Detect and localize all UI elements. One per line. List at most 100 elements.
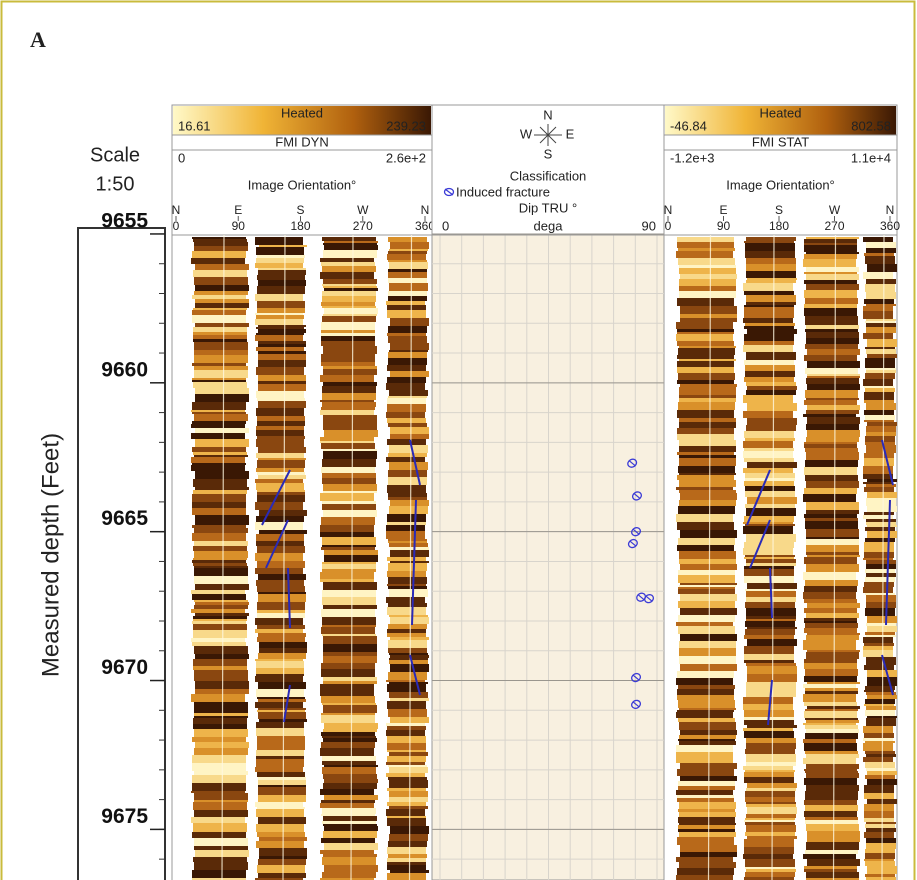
image-strip bbox=[193, 546, 247, 551]
image-strip bbox=[744, 646, 794, 651]
image-strip bbox=[863, 738, 893, 741]
image-strip bbox=[746, 302, 796, 305]
image-strip bbox=[744, 654, 794, 660]
image-strip bbox=[388, 269, 427, 272]
image-strip bbox=[388, 841, 427, 847]
image-strip bbox=[865, 538, 895, 542]
image-strip bbox=[866, 623, 896, 626]
image-strip bbox=[322, 625, 376, 627]
image-strip bbox=[322, 284, 376, 286]
image-strip bbox=[804, 743, 857, 751]
image-strip bbox=[745, 621, 795, 627]
image-strip bbox=[743, 854, 793, 859]
orientation-tick-label: 270 bbox=[353, 219, 373, 233]
image-strip bbox=[866, 519, 896, 522]
range-min: -1.2e+3 bbox=[670, 150, 714, 165]
image-strip bbox=[805, 725, 858, 729]
image-strip bbox=[195, 654, 249, 659]
image-strip bbox=[192, 463, 246, 465]
image-strip bbox=[388, 586, 427, 589]
image-strip bbox=[745, 243, 795, 251]
image-strip bbox=[322, 756, 376, 761]
image-strip bbox=[257, 460, 305, 468]
image-strip bbox=[320, 579, 374, 582]
depth-tick-label: 9655 bbox=[101, 210, 148, 233]
image-strip bbox=[193, 802, 247, 810]
image-strip bbox=[805, 460, 858, 467]
image-strip bbox=[192, 378, 246, 380]
image-strip bbox=[804, 621, 857, 623]
scale-label: Scale bbox=[90, 144, 140, 166]
image-strip bbox=[678, 506, 735, 514]
image-strip bbox=[321, 362, 375, 366]
image-strip bbox=[194, 675, 248, 681]
image-strip bbox=[387, 873, 426, 880]
colorbar-title: Heated bbox=[760, 105, 802, 120]
image-strip bbox=[863, 482, 893, 484]
image-strip bbox=[744, 377, 794, 382]
image-strip bbox=[679, 346, 736, 348]
image-strip bbox=[323, 491, 377, 493]
image-strip bbox=[192, 421, 246, 424]
image-strip bbox=[745, 323, 795, 326]
image-strip bbox=[679, 480, 736, 487]
image-strip bbox=[388, 854, 427, 858]
image-strip bbox=[866, 573, 896, 577]
image-strip bbox=[865, 853, 895, 859]
image-strip bbox=[256, 756, 304, 759]
image-strip bbox=[806, 284, 859, 290]
image-strip bbox=[258, 653, 306, 659]
image-strip bbox=[320, 803, 374, 808]
image-strip bbox=[257, 495, 305, 502]
image-strip bbox=[678, 538, 735, 545]
image-strip bbox=[743, 451, 793, 458]
image-strip bbox=[386, 525, 425, 531]
image-strip bbox=[744, 481, 794, 486]
colorbar-min: -46.84 bbox=[670, 118, 707, 133]
image-strip bbox=[745, 251, 795, 258]
image-strip bbox=[866, 822, 896, 824]
image-strip bbox=[387, 305, 426, 310]
image-strip bbox=[744, 542, 794, 548]
image-strip bbox=[388, 237, 427, 242]
image-strip bbox=[323, 774, 377, 779]
image-strip bbox=[863, 646, 893, 650]
image-strip bbox=[678, 685, 735, 689]
image-strip bbox=[387, 522, 426, 525]
image-strip bbox=[679, 473, 736, 475]
image-strip bbox=[804, 272, 857, 274]
image-strip bbox=[866, 279, 896, 284]
image-strip bbox=[320, 789, 374, 795]
image-strip bbox=[804, 239, 857, 243]
image-strip bbox=[863, 726, 893, 733]
image-strip bbox=[743, 704, 793, 710]
image-strip bbox=[388, 539, 427, 541]
image-strip bbox=[322, 808, 376, 814]
image-strip bbox=[680, 318, 737, 322]
image-strip bbox=[321, 609, 375, 617]
image-strip bbox=[323, 677, 377, 681]
image-strip bbox=[746, 746, 796, 749]
image-strip bbox=[256, 824, 304, 832]
image-strip bbox=[256, 333, 304, 335]
image-strip bbox=[744, 241, 794, 243]
image-strip bbox=[387, 398, 426, 404]
image-strip bbox=[321, 663, 375, 669]
image-strip bbox=[320, 400, 374, 402]
image-strip bbox=[193, 558, 247, 560]
image-strip bbox=[805, 344, 858, 349]
image-strip bbox=[866, 657, 896, 665]
image-strip bbox=[806, 502, 859, 510]
image-strip bbox=[680, 530, 737, 538]
image-strip bbox=[256, 258, 304, 263]
image-strip bbox=[678, 373, 735, 380]
image-strip bbox=[744, 458, 794, 462]
image-strip bbox=[256, 674, 304, 676]
image-strip bbox=[194, 291, 248, 295]
image-strip bbox=[389, 262, 428, 269]
image-strip bbox=[678, 781, 735, 786]
image-strip bbox=[805, 850, 858, 854]
image-strip bbox=[323, 243, 377, 245]
image-strip bbox=[389, 797, 428, 802]
image-strip bbox=[194, 646, 248, 654]
